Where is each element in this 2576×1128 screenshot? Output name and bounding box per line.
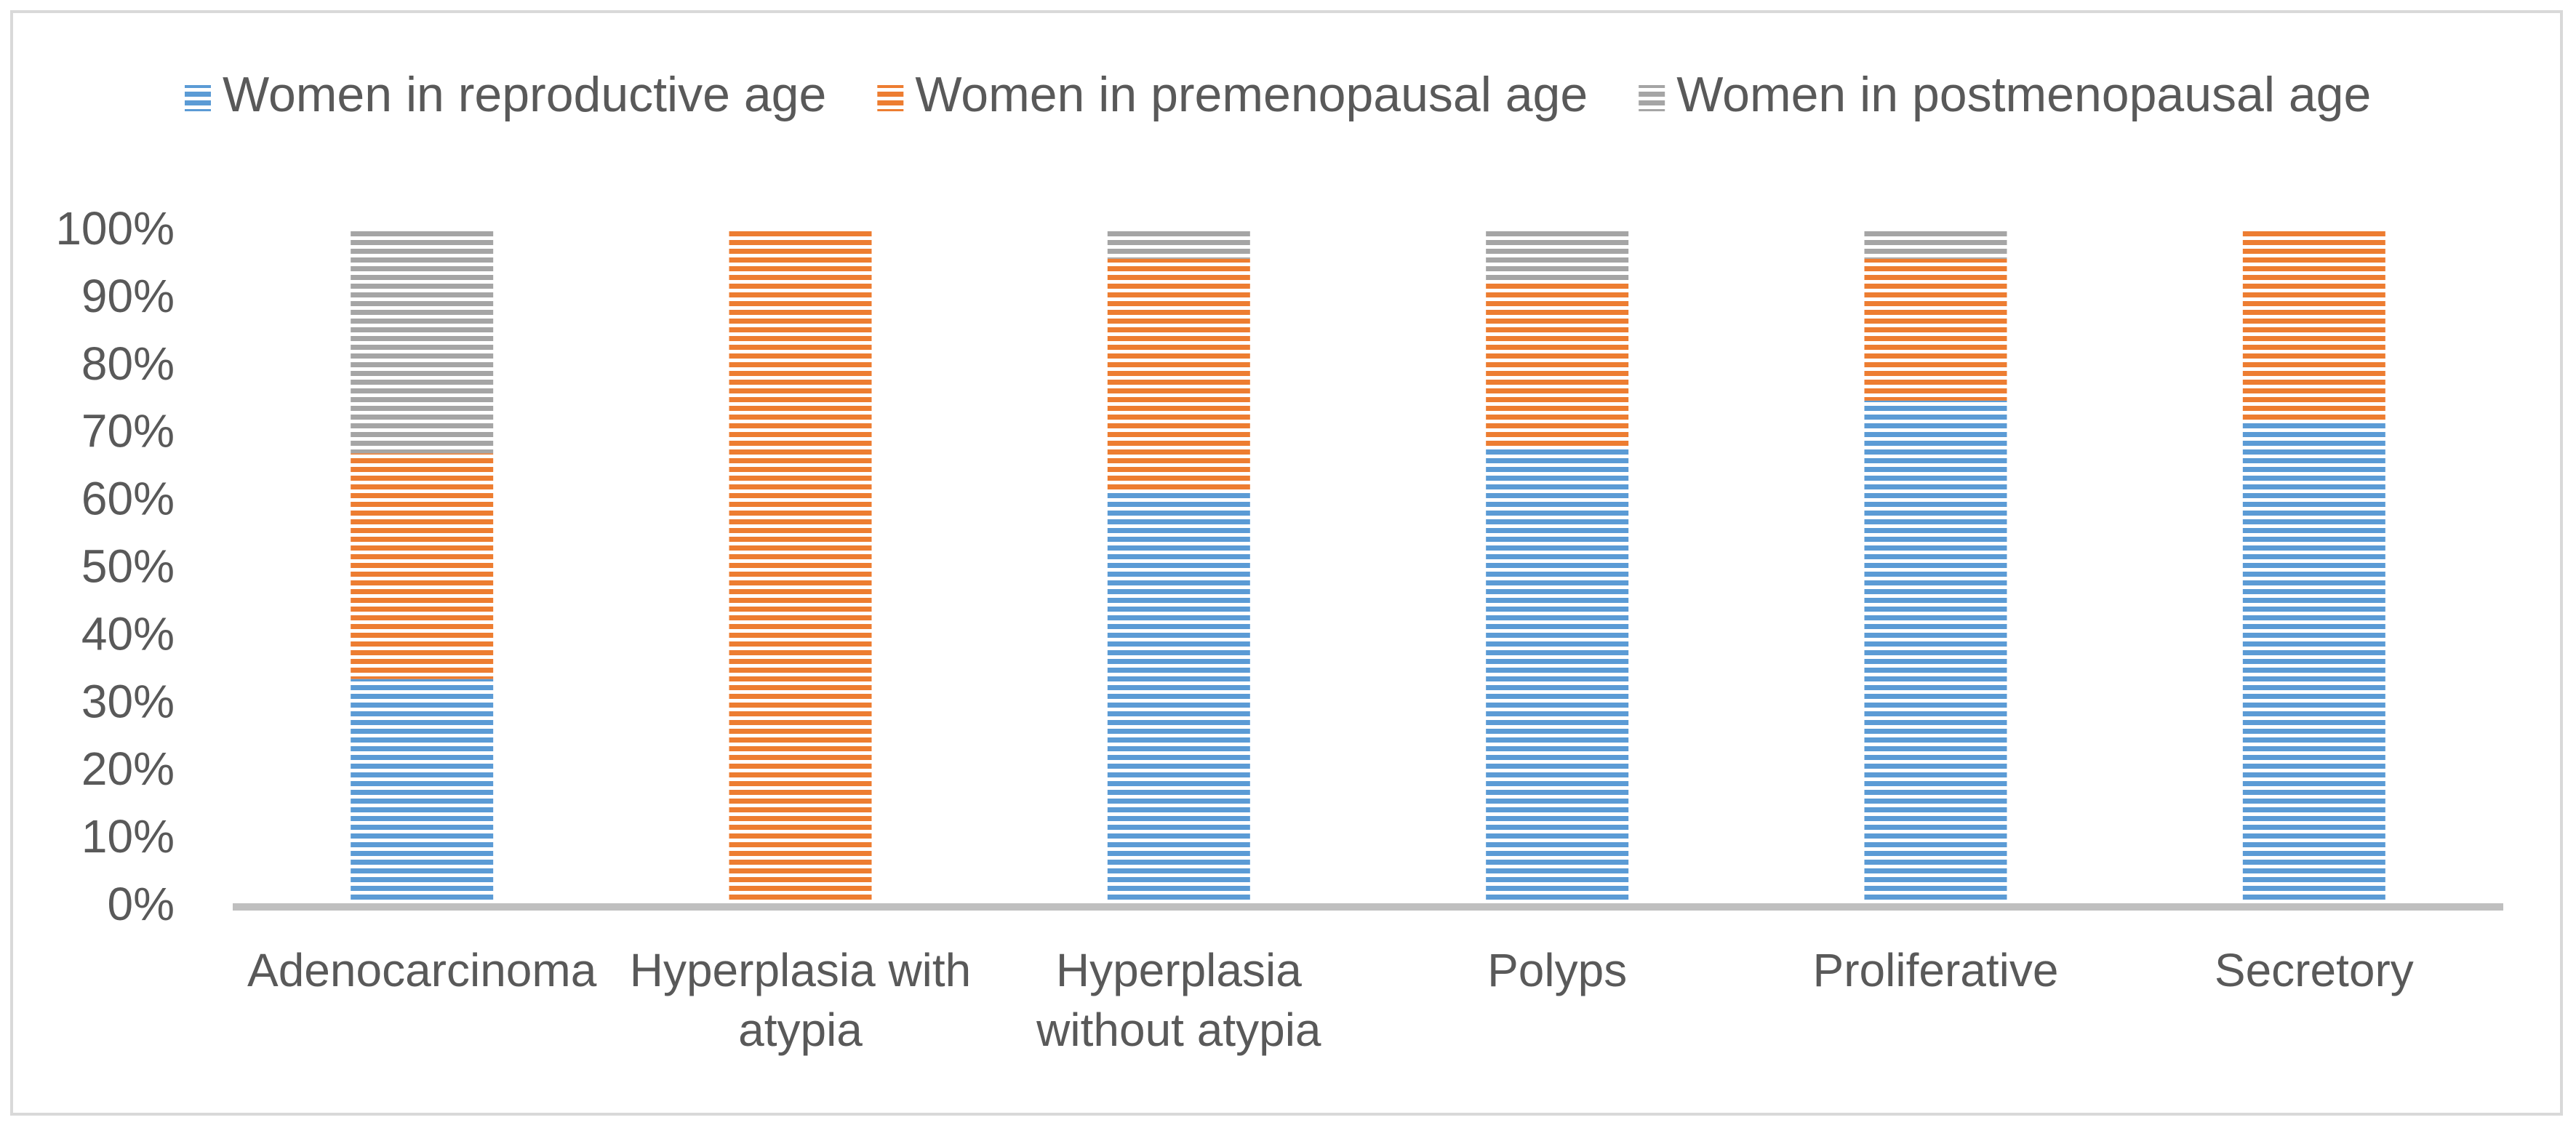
y-tick-label: 70% [81,405,175,457]
y-tick-label: 10% [81,810,175,863]
x-tick-label: Polyps [1487,944,1627,996]
bar-segment [1486,228,1629,283]
bars [351,228,2385,904]
x-tick-label: Proliferative [1813,944,2059,996]
bar-segment [1107,492,1250,904]
y-tick-label: 40% [81,607,175,660]
bar-segment [1486,282,1629,448]
bar-segment [351,453,494,679]
y-tick-label: 0% [108,878,175,930]
bar-segment [1864,258,2007,401]
y-tick-label: 60% [81,473,175,525]
bar-segment [2242,420,2385,904]
bar-segment [1864,228,2007,259]
legend-label: Women in premenopausal age [915,67,1588,122]
x-tick-label: Hyperplasia without atypia [1036,944,1321,1056]
bar-segment [729,228,872,904]
y-tick-label: 50% [81,540,175,593]
y-tick-label: 20% [81,743,175,795]
y-tick-label: 90% [81,270,175,322]
x-tick-label: Adenocarcinoma [247,944,597,996]
y-tick-label: 80% [81,337,175,390]
bar-segment [351,679,494,904]
legend-swatch [1639,85,1665,111]
y-tick-label: 100% [55,202,175,255]
bar-segment [1107,258,1250,492]
x-tick-label: Secretory [2215,944,2414,996]
legend-swatch [877,85,904,111]
y-tick-label: 30% [81,675,175,727]
bar-segment [351,228,494,454]
bar-segment [2242,228,2385,421]
bar-segment [1107,228,1250,259]
legend: Women in reproductive age Women in premen… [185,67,2371,122]
chart-frame: Women in reproductive age Women in premen… [10,10,2563,1116]
legend-label: Women in reproductive age [223,67,826,122]
legend-swatch [185,85,211,111]
x-tick-label: Hyperplasia with atypia [630,944,972,1056]
legend-label: Women in postmenopausal age [1676,67,2371,122]
y-axis: 0% 10% 20% 30% 40% 50% 60% 70% 80% 90% 100% [55,202,175,930]
bar-segment [1864,400,2007,904]
bar-segment [1486,447,1629,904]
x-axis: Adenocarcinoma Hyperplasia with atypia Hype… [233,903,2503,1056]
stacked-bar-chart: Women in reproductive age Women in premen… [55,67,2503,1056]
